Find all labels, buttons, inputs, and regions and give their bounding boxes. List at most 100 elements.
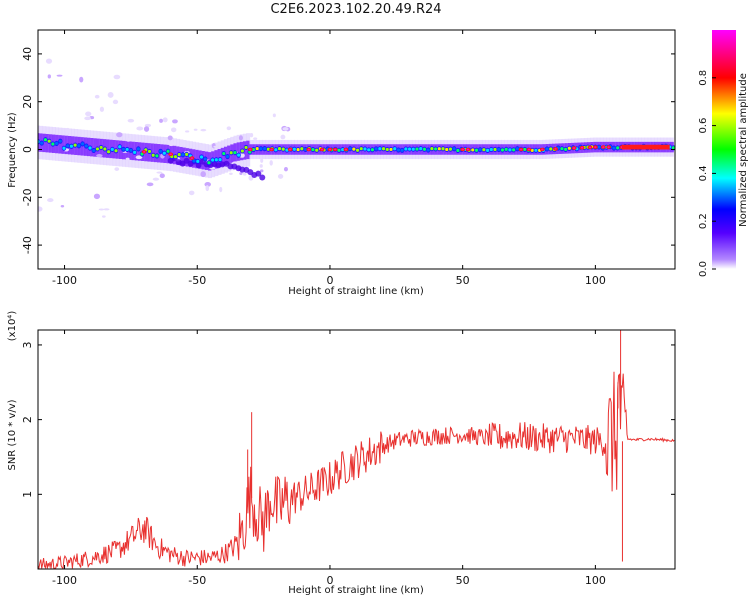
heat-cell	[40, 141, 44, 145]
chart-title: C2E6.2023.102.20.49.R24	[270, 2, 442, 17]
colorbar-tick-label: 0.6	[698, 118, 709, 134]
snr-series-line	[38, 371, 675, 569]
heat-cell	[381, 147, 386, 151]
heat-cell	[118, 140, 123, 159]
heat-cell	[363, 147, 367, 151]
heat-cell	[474, 148, 479, 152]
heat-cell	[277, 174, 284, 179]
heat-cell	[396, 148, 401, 152]
heat-cell	[226, 126, 232, 131]
heat-cell	[341, 148, 345, 152]
heat-cell	[385, 147, 389, 152]
spectrogram-heatmap	[38, 58, 675, 218]
heat-cell	[47, 139, 51, 143]
heat-cell	[328, 148, 332, 151]
heat-cell	[404, 147, 408, 151]
heat-cell	[249, 148, 252, 151]
heat-cell	[196, 159, 200, 163]
heat-cell	[452, 147, 456, 151]
heat-cell	[113, 74, 121, 80]
heat-cell	[430, 147, 434, 151]
heat-cell	[554, 148, 557, 150]
heat-cell	[243, 141, 248, 160]
heat-cell	[500, 148, 505, 152]
spectrogram-y-tick-label: 20	[21, 95, 34, 109]
heat-cell	[259, 169, 264, 173]
heat-cell	[220, 147, 225, 167]
heat-cell	[96, 154, 103, 158]
heat-cell	[77, 144, 81, 148]
spectrogram-y-tick-label: 0	[21, 146, 34, 153]
heat-cell	[367, 148, 371, 152]
heat-cell	[79, 76, 84, 83]
heat-cell	[185, 148, 190, 167]
heat-cell	[112, 99, 119, 105]
heat-cell	[99, 106, 105, 112]
heat-cell	[400, 148, 404, 152]
heat-cell	[433, 147, 438, 151]
snr-x-tick-label: 0	[326, 574, 333, 587]
snr-y-scale-label: (x10⁴)	[7, 311, 18, 342]
heat-cell	[182, 147, 187, 166]
heat-cell	[283, 167, 288, 172]
heat-cell	[263, 147, 267, 151]
heat-cell	[136, 147, 140, 151]
heat-cell	[133, 150, 137, 154]
heat-cell	[274, 148, 278, 152]
heat-cell	[233, 151, 237, 155]
spectrogram-x-tick-label: -50	[188, 274, 206, 287]
heat-cell	[240, 149, 244, 153]
heat-cell	[134, 142, 139, 161]
heat-cell	[307, 148, 310, 151]
heat-cell	[269, 160, 273, 166]
heat-cell	[320, 148, 324, 151]
heat-cell	[162, 117, 168, 123]
colorbar: 0.0 0.2 0.4 0.6 0.8 Normalized spectral ampl…	[698, 30, 749, 277]
heat-cell	[355, 148, 360, 152]
heat-cell	[461, 148, 464, 151]
heat-cell	[45, 58, 53, 64]
snr-x-tick-label: -50	[188, 574, 206, 587]
spectrogram-x-axis-label: Height of straight line (km)	[288, 286, 424, 297]
colorbar-tick-label: 0.2	[698, 213, 709, 229]
heat-cell	[98, 208, 105, 211]
heat-cell	[270, 148, 273, 151]
heat-cell	[92, 148, 96, 153]
heat-cell	[200, 171, 206, 178]
heat-cell	[136, 126, 144, 131]
heat-cell	[213, 145, 219, 148]
snr-axes: -100 -50 0 50 100 1 2 3	[21, 330, 675, 587]
heat-cell	[219, 186, 223, 193]
heat-cell	[103, 147, 107, 151]
heat-cell	[199, 155, 204, 159]
heat-cell	[93, 193, 101, 200]
heat-cell	[282, 127, 289, 131]
heat-cell	[334, 148, 337, 151]
heat-cell	[45, 133, 50, 153]
heat-cell	[288, 148, 292, 151]
snr-plot-area	[38, 330, 675, 569]
heat-cell	[88, 146, 92, 150]
heat-cell	[441, 147, 445, 151]
heat-cell	[259, 174, 266, 181]
heat-cell	[211, 158, 215, 162]
heat-cell	[238, 135, 243, 141]
heat-cell	[142, 150, 146, 153]
heat-cell	[106, 159, 111, 166]
heat-cell	[150, 143, 155, 162]
heat-cell	[54, 141, 59, 146]
snr-y-axis-label: SNR (10 * v/v)	[7, 399, 18, 470]
heat-cell	[445, 147, 449, 152]
heat-cell	[207, 161, 211, 165]
heat-cell	[221, 166, 228, 170]
spectrogram-y-tick-label: -40	[21, 236, 34, 254]
heat-cell	[466, 148, 470, 151]
heat-cell	[296, 148, 300, 152]
heat-cell	[260, 158, 264, 163]
heat-cell	[47, 74, 51, 79]
heat-cell	[594, 146, 597, 149]
heat-cell	[337, 148, 341, 152]
heat-cell	[222, 151, 226, 156]
heat-cell	[143, 126, 150, 132]
spectrogram-y-tick-label: 40	[21, 47, 34, 61]
